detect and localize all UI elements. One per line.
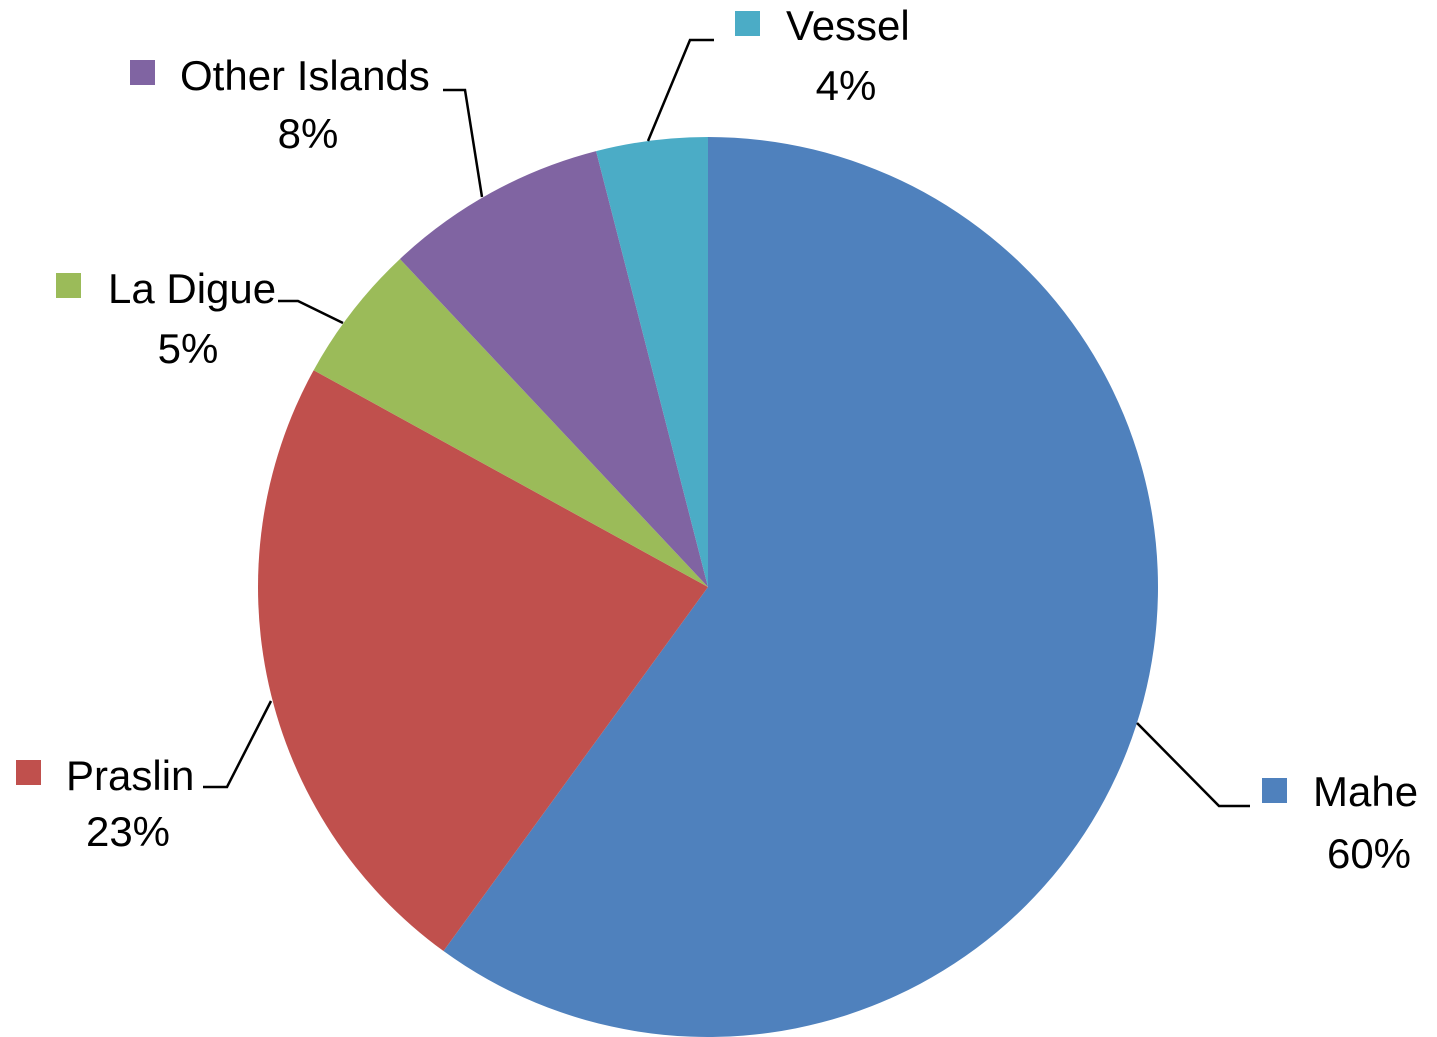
label-name-la-digue: La Digue <box>108 265 276 312</box>
pie-slices <box>257 137 1159 1037</box>
label-name-praslin: Praslin <box>66 752 194 799</box>
label-swatch-mahe <box>1262 778 1287 803</box>
data-labels: Mahe 60% Praslin 23% La Digue 5% Other Islands… <box>16 2 1418 877</box>
label-name-vessel: Vessel <box>786 2 910 49</box>
label-percent-praslin: 23% <box>86 808 170 855</box>
label-percent-vessel: 4% <box>816 62 877 109</box>
leader-lines <box>203 38 1250 808</box>
label-percent-la-digue: 5% <box>158 325 219 372</box>
pie-slice-la-digue <box>313 258 708 587</box>
pie-slice-vessel <box>596 137 708 587</box>
label-name-other-islands: Other Islands <box>180 52 430 99</box>
label-percent-other-islands: 8% <box>278 110 339 157</box>
leader-line-mahe <box>1136 722 1250 808</box>
leader-line-praslin <box>203 700 273 789</box>
pie-slice-mahe <box>443 137 1159 1037</box>
label-swatch-la-digue <box>56 273 81 298</box>
label-swatch-vessel <box>735 11 760 36</box>
pie-slice-other-islands <box>399 151 708 587</box>
label-swatch-other-islands <box>130 60 155 85</box>
pie-slice-praslin <box>257 370 708 952</box>
label-percent-mahe: 60% <box>1327 830 1411 877</box>
label-name-mahe: Mahe <box>1313 768 1418 815</box>
label-swatch-praslin <box>16 760 41 785</box>
leader-line-other-islands <box>443 88 484 198</box>
leader-line-la-digue <box>278 299 344 325</box>
leader-line-vessel <box>646 38 714 142</box>
